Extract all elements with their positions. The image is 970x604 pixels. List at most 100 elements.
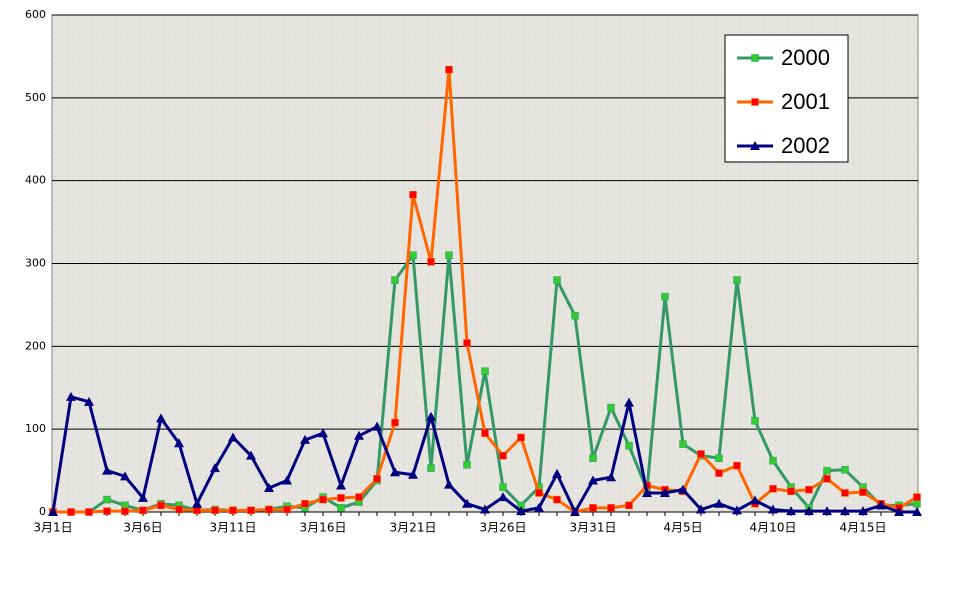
legend-label: 2002 (781, 133, 830, 158)
y-tick-label: 400 (25, 174, 46, 187)
x-tick-label: 3月21日 (390, 521, 437, 535)
point (247, 506, 255, 515)
point (408, 469, 418, 479)
point (211, 506, 219, 515)
point (786, 506, 796, 516)
point (769, 485, 777, 493)
point (175, 505, 183, 514)
y-tick-label: 500 (25, 91, 46, 104)
point (912, 507, 922, 516)
point (876, 500, 886, 510)
point (589, 454, 597, 462)
point (751, 54, 759, 62)
y-tick-label: 0 (39, 505, 46, 518)
point (157, 501, 165, 510)
point (751, 98, 759, 106)
point (481, 429, 489, 438)
point (120, 471, 130, 481)
x-tick-label: 4月15日 (840, 521, 887, 535)
point (859, 488, 867, 496)
point (462, 498, 472, 508)
point (733, 461, 741, 470)
point (445, 251, 453, 259)
point (805, 485, 813, 494)
point (427, 258, 435, 266)
point (174, 438, 184, 448)
point (840, 506, 850, 516)
point (660, 487, 670, 497)
point (606, 472, 616, 482)
point (156, 413, 166, 423)
point (210, 463, 220, 473)
point (139, 506, 147, 515)
point (517, 433, 525, 442)
point (121, 507, 129, 515)
point (102, 465, 112, 475)
point (480, 504, 490, 514)
point (516, 506, 526, 516)
point (427, 464, 435, 472)
point (265, 505, 273, 514)
point (553, 495, 561, 504)
x-tick-label: 4月5日 (663, 521, 702, 535)
point (823, 475, 831, 483)
point (552, 468, 562, 478)
point (300, 434, 310, 444)
point (733, 276, 741, 284)
point (534, 502, 544, 512)
point (409, 251, 417, 259)
point (372, 421, 382, 431)
point (498, 492, 508, 502)
point (319, 495, 327, 504)
point (103, 495, 111, 504)
point (607, 403, 615, 412)
point (822, 506, 832, 516)
point (301, 499, 309, 508)
point (463, 339, 471, 347)
point (750, 141, 760, 150)
point (769, 456, 777, 465)
point (841, 489, 849, 497)
legend-label: 2001 (781, 89, 830, 114)
point (391, 276, 399, 284)
y-tick-label: 200 (25, 339, 46, 352)
point (373, 475, 381, 483)
point (391, 418, 399, 427)
point (625, 501, 633, 510)
x-tick-label: 3月31日 (570, 521, 617, 535)
point (679, 440, 687, 448)
point (192, 498, 202, 508)
point (571, 311, 579, 320)
point (318, 428, 328, 438)
point (804, 506, 814, 516)
point (445, 65, 453, 74)
point (355, 493, 363, 501)
point (354, 430, 364, 440)
point (570, 507, 580, 516)
point (228, 432, 238, 442)
point (138, 492, 148, 502)
legend-box (724, 34, 849, 163)
point (787, 487, 795, 496)
point (229, 506, 237, 515)
point (858, 506, 868, 516)
point (750, 495, 760, 505)
point (66, 391, 76, 401)
y-tick-label: 100 (25, 422, 46, 435)
point (283, 505, 291, 514)
point (390, 467, 400, 477)
point (481, 367, 489, 375)
point (336, 480, 346, 490)
point (193, 506, 201, 515)
point (913, 493, 921, 501)
point (499, 483, 507, 491)
point (84, 396, 94, 406)
point (282, 475, 292, 485)
point (715, 469, 723, 477)
point (553, 276, 561, 284)
x-tick-label: 3月6日 (123, 521, 162, 535)
point (768, 504, 778, 514)
point (246, 450, 256, 460)
point (624, 397, 634, 407)
